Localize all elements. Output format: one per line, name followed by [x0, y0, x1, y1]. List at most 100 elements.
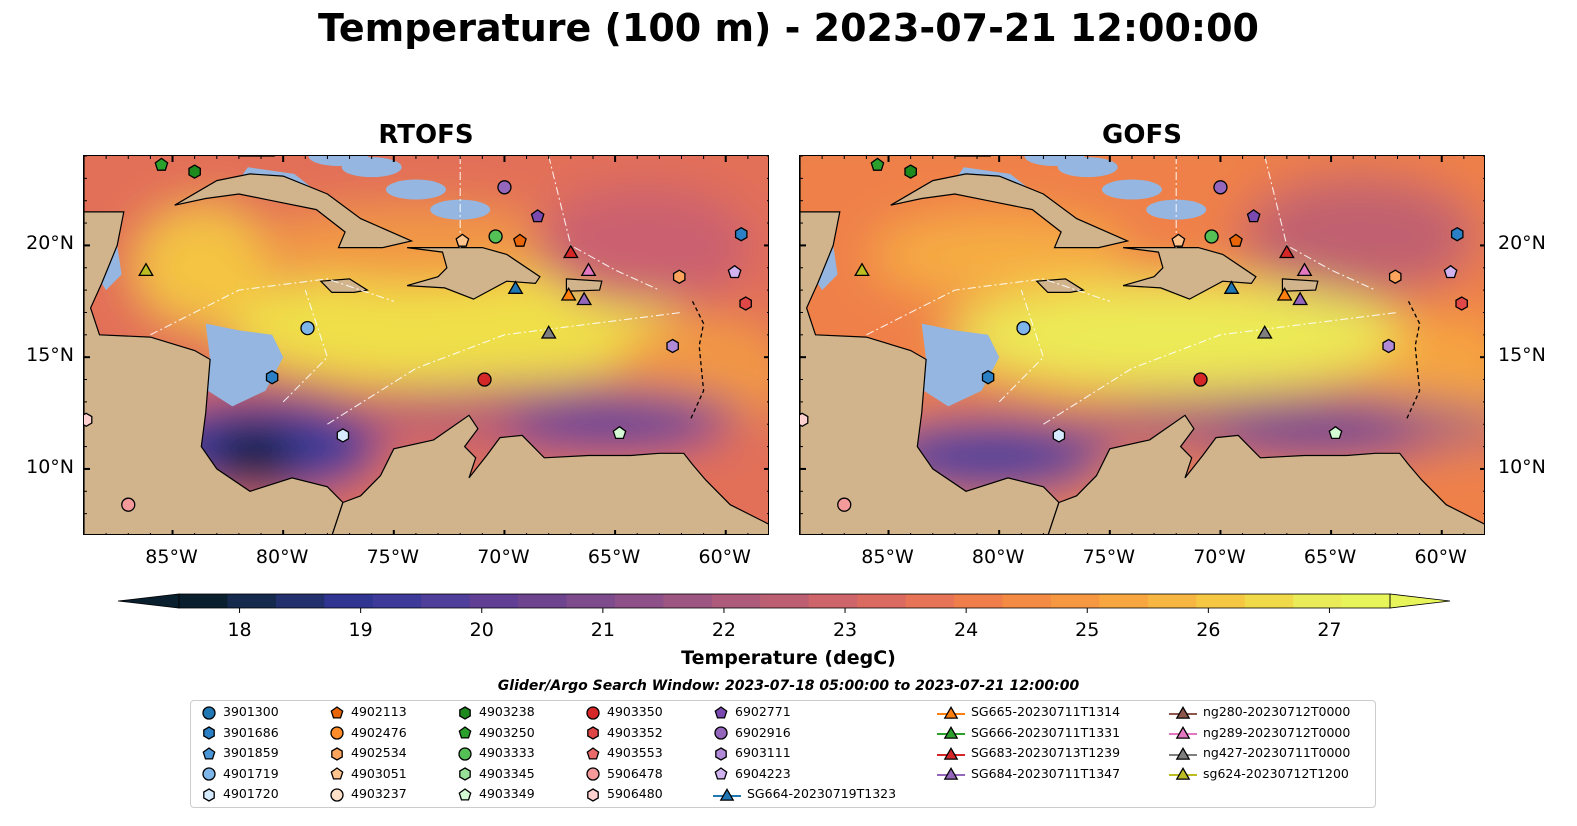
legend-label: 4902534 — [351, 745, 407, 761]
colorbar-tick-label-3: 21 — [591, 619, 615, 640]
legend-marker-icon — [586, 746, 600, 760]
legend-item: SG684-20230711T1347 — [937, 766, 1120, 783]
rtofs-markers — [84, 157, 752, 512]
colorbar-extend-low — [117, 593, 180, 609]
colorbar-segment-10 — [663, 594, 713, 608]
legend-item: 4903333 — [457, 745, 535, 762]
legend-label: 4903553 — [607, 745, 663, 761]
legend-circle-icon — [202, 767, 216, 781]
legend-marker-icon — [1169, 726, 1197, 739]
legend-circle-icon — [586, 705, 600, 720]
colorbar-tick-label-7: 25 — [1075, 619, 1099, 640]
legend-label: ng427-20230711T0000 — [1203, 745, 1351, 761]
legend-triangle-icon — [1175, 767, 1191, 781]
legend-item: 3901686 — [201, 725, 279, 742]
legend-circle-icon — [202, 705, 216, 720]
legend-item: 4903237 — [329, 786, 407, 803]
rtofs-float-marker-12 — [562, 244, 579, 259]
rtofs-float-marker-15 — [560, 286, 577, 301]
legend-hexagon-icon — [587, 726, 599, 740]
colorbar-segment-2 — [275, 594, 325, 608]
rtofs-float-marker-18 — [300, 320, 315, 336]
legend-marker-icon — [937, 767, 965, 781]
gofs-bank-2 — [1101, 179, 1162, 200]
rtofs-x-tick-3: 70°W — [477, 546, 530, 568]
legend-circle-icon — [714, 726, 728, 740]
legend: 3901300 3901686 3901859 4901719 4901720 49021… — [190, 700, 1376, 808]
legend-marker-icon — [459, 767, 471, 782]
gofs-antilles-contour — [1405, 301, 1421, 421]
legend-pentagon-icon — [714, 767, 728, 780]
legend-marker-icon — [458, 726, 472, 739]
gofs-x-tick-5: 60°W — [1414, 546, 1467, 568]
legend-item: 5906480 — [585, 786, 663, 803]
legend-item: SG683-20230713T1239 — [937, 745, 1120, 762]
colorbar-segment-14 — [857, 594, 907, 608]
legend-triangle-icon — [943, 746, 959, 760]
legend-marker-icon — [714, 767, 728, 780]
legend-item: 3901300 — [201, 704, 279, 721]
colorbar-segment-1 — [227, 594, 277, 608]
colorbar-segment-7 — [518, 594, 568, 608]
rtofs-eez-line-0 — [150, 278, 394, 336]
gofs-frame-ticks — [800, 156, 1484, 534]
legend-label: 4903350 — [607, 704, 663, 719]
colorbar-segment-22 — [1244, 594, 1294, 608]
gofs-x-tick-4: 65°W — [1303, 546, 1357, 568]
legend-item: 4901719 — [201, 766, 279, 783]
gofs-float-marker-4 — [1229, 233, 1243, 247]
legend-pentagon-icon — [458, 788, 472, 801]
legend-marker-icon — [202, 767, 216, 781]
rtofs-float-marker-1 — [154, 157, 169, 171]
gofs-x-tick-1: 80°W — [971, 546, 1025, 568]
legend-marker-icon — [937, 746, 965, 760]
gofs-map[interactable] — [799, 155, 1485, 535]
legend-triangle-icon — [719, 787, 735, 801]
gofs-bank-1 — [1057, 157, 1118, 178]
colorbar-segment-21 — [1196, 594, 1246, 608]
temperature-colorbar: 18 19 20 21 22 23 24 25 26 27 — [117, 593, 1451, 640]
gofs-float-marker-1 — [870, 157, 885, 171]
legend-item: sg624-20230712T1200 — [1169, 766, 1349, 783]
gofs-float-marker-5 — [1204, 229, 1219, 244]
legend-label: 4903345 — [479, 765, 535, 781]
legend-item: ng289-20230712T0000 — [1169, 725, 1350, 742]
legend-item: ng427-20230711T0000 — [1169, 745, 1350, 762]
rtofs-bank-2 — [385, 179, 446, 200]
rtofs-float-marker-7 — [734, 226, 748, 242]
legend-label: 4903250 — [479, 724, 535, 740]
rtofs-map[interactable] — [83, 155, 769, 535]
colorbar-segment-9 — [614, 594, 664, 608]
legend-circle-icon — [458, 747, 472, 761]
legend-marker-icon — [586, 705, 600, 720]
colorbar-segment-3 — [324, 594, 374, 608]
rtofs-float-marker-3 — [530, 209, 545, 223]
colorbar-extend-high — [1389, 593, 1451, 609]
rtofs-map-canvas — [84, 156, 768, 534]
legend-triangle-icon — [943, 767, 959, 781]
legend-item: 4903349 — [457, 786, 535, 803]
rtofs-land — [84, 156, 768, 534]
gofs-float-marker-2 — [1213, 180, 1228, 195]
legend-item: 4903051 — [329, 766, 407, 783]
legend-hexagon-icon — [203, 788, 215, 802]
legend-item: SG666-20230711T1331 — [937, 725, 1120, 742]
gofs-x-tick-3: 70°W — [1193, 546, 1246, 568]
legend-pentagon-icon — [586, 746, 600, 760]
gofs-eez-line-1 — [1043, 311, 1398, 425]
rtofs-float-marker-13 — [580, 262, 597, 277]
legend-item: 6902916 — [713, 725, 791, 742]
gofs-float-marker-9 — [1455, 296, 1468, 311]
colorbar-tick-label-0: 18 — [227, 619, 251, 640]
legend-label: 3901859 — [223, 745, 279, 761]
legend-marker-icon — [458, 747, 472, 761]
gofs-map-canvas — [800, 156, 1484, 534]
legend-item: 3901859 — [201, 745, 279, 762]
legend-item: SG665-20230711T1314 — [937, 704, 1120, 721]
rtofs-x-tick-2: 75°W — [366, 546, 420, 568]
rtofs-bank-1 — [341, 157, 402, 178]
colorbar-segment-16 — [954, 594, 1003, 608]
legend-triangle-icon — [943, 726, 959, 739]
rtofs-antilles-contour — [689, 301, 705, 421]
legend-label: 4903333 — [479, 745, 535, 761]
